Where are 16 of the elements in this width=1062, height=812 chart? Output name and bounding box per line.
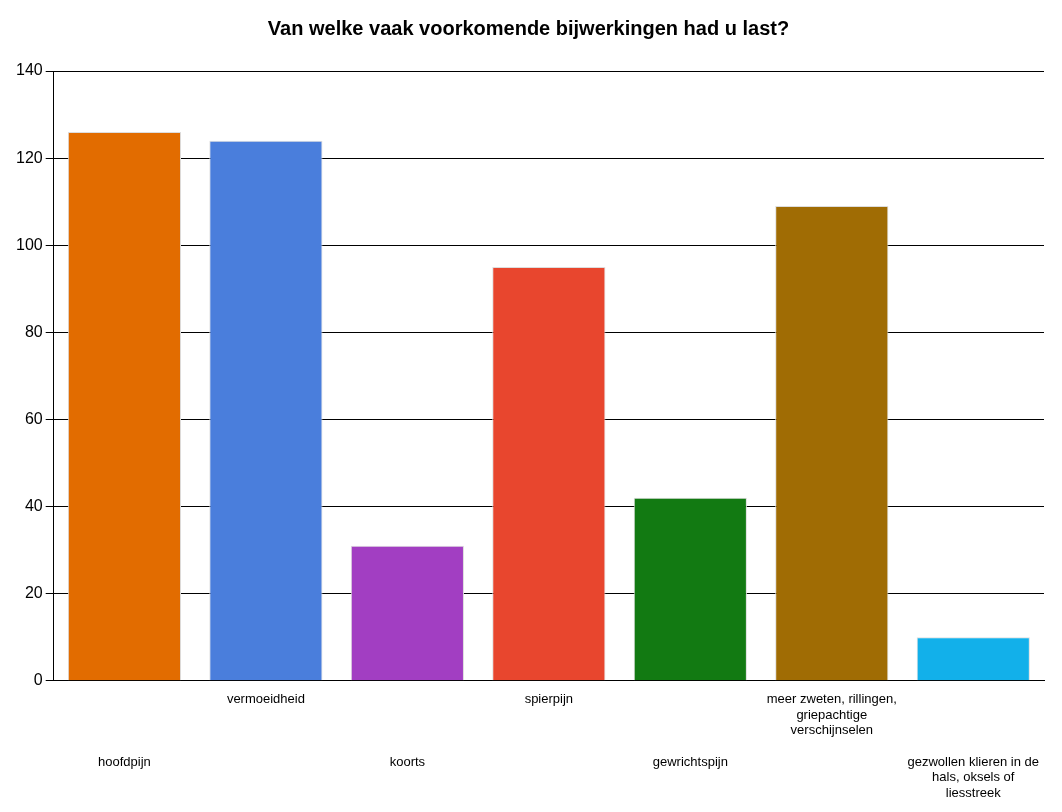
y-tick-label: 140 [15, 61, 43, 79]
y-tick-label: 120 [15, 148, 43, 166]
x-tick-label: koorts [389, 753, 426, 769]
y-tick-label: 60 [24, 409, 43, 427]
y-tick-label: 20 [24, 584, 43, 602]
y-tick-label: 100 [15, 235, 43, 253]
y-tick-label: 40 [24, 496, 43, 514]
x-tick-label: hoofdpijn [98, 753, 151, 769]
x-tick-label: meer zweten, rillingen, griepachtige verschijnselen [766, 691, 897, 738]
y-tick-label: 80 [24, 322, 43, 340]
x-tick-label: gezwollen klieren in de hals, oksels of liesstreek [907, 753, 1040, 800]
chart-title: Van welke vaak voorkomende bijwerkingen had u last? [267, 16, 790, 39]
x-tick-label: vermoeidheid [226, 691, 305, 707]
y-tick-label: 0 [33, 671, 43, 689]
x-tick-label: gewrichtspijn [652, 753, 728, 769]
x-tick-label: spierpijn [524, 691, 574, 707]
